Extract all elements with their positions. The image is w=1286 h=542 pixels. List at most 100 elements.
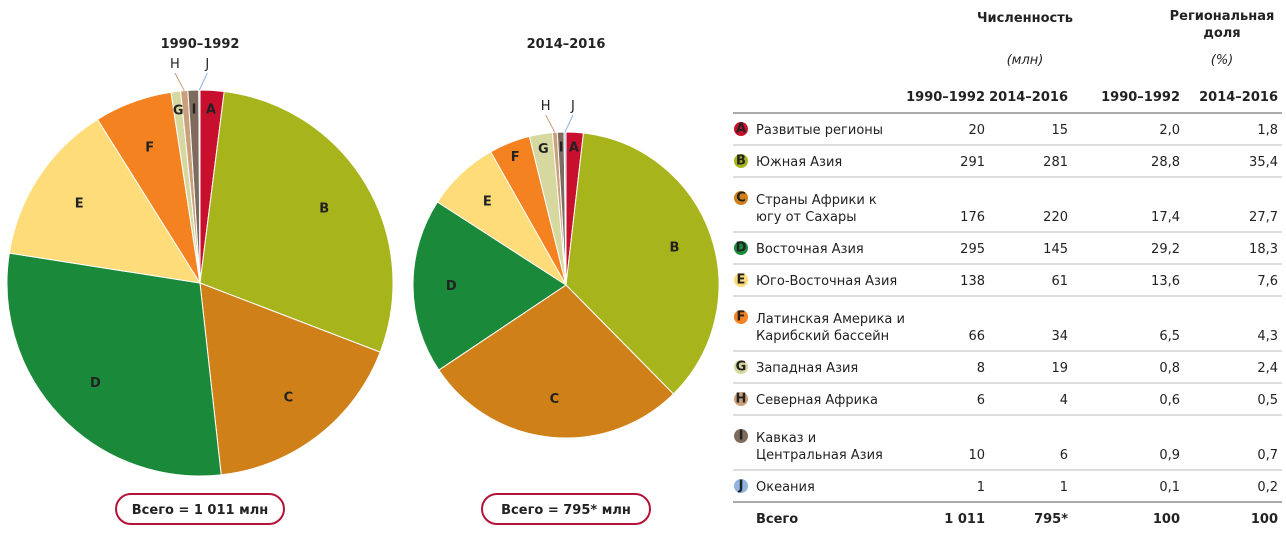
legend-marker xyxy=(734,429,748,443)
row-name: Латинская Америка и xyxy=(756,312,905,327)
header-count: Численность xyxy=(977,11,1073,26)
cell: 291 xyxy=(960,155,985,170)
pie-title: 2014–2016 xyxy=(527,37,606,52)
slice-label: A xyxy=(206,103,216,118)
legend-letter: A xyxy=(736,122,746,137)
legend-letter: D xyxy=(736,241,747,256)
total-label: Всего = 1 011 млн xyxy=(132,503,268,518)
cell: 6,5 xyxy=(1159,329,1180,344)
legend-letter: J xyxy=(738,479,744,494)
legend-letter: H xyxy=(736,392,747,407)
slice-label: I xyxy=(559,140,564,155)
cell: 1 011 xyxy=(944,512,985,527)
slice-label: B xyxy=(670,241,680,256)
cell: 295 xyxy=(960,242,985,257)
legend-marker xyxy=(734,191,748,205)
row-name: Кавказ и xyxy=(756,431,816,446)
cell: 27,7 xyxy=(1249,210,1278,225)
row-name: Всего xyxy=(756,512,798,527)
legend-letter: I xyxy=(739,429,744,444)
cell: 6 xyxy=(1060,448,1068,463)
cell: 795* xyxy=(1034,512,1068,527)
pie-slice xyxy=(8,118,202,284)
slice-label: G xyxy=(538,142,549,157)
pie-slice xyxy=(438,284,675,439)
slice-label: A xyxy=(569,141,579,156)
slice-label: F xyxy=(145,140,154,155)
cell: 220 xyxy=(1043,210,1068,225)
legend-letter: G xyxy=(736,360,747,375)
pie-slice xyxy=(412,201,567,371)
cell: 0,8 xyxy=(1159,361,1180,376)
row-name: Западная Азия xyxy=(756,361,858,376)
pie-slice xyxy=(199,282,381,476)
cell: 17,4 xyxy=(1151,210,1180,225)
slice-label: E xyxy=(75,196,84,211)
legend-marker xyxy=(734,392,748,406)
cell: 0,9 xyxy=(1159,448,1180,463)
cell: 10 xyxy=(968,448,985,463)
cell: 2,0 xyxy=(1159,123,1180,138)
cell: 6 xyxy=(977,393,985,408)
legend-letter: F xyxy=(737,310,746,325)
cell: 7,6 xyxy=(1257,274,1278,289)
header-period: 2014–2016 xyxy=(1199,90,1278,105)
cell: 18,3 xyxy=(1249,242,1278,257)
cell: 29,2 xyxy=(1151,242,1180,257)
slice-label: J xyxy=(204,57,209,72)
leader-line xyxy=(545,114,556,133)
pie-slice xyxy=(6,252,222,477)
header-share: Региональная xyxy=(1170,9,1275,24)
slice-label: D xyxy=(90,376,101,391)
legend-marker xyxy=(734,479,748,493)
cell: 100 xyxy=(1153,512,1180,527)
header-share-unit: (%) xyxy=(1211,53,1234,68)
slice-label: F xyxy=(511,150,520,165)
header-period: 1990–1992 xyxy=(906,90,985,105)
legend-marker xyxy=(734,310,748,324)
legend-marker xyxy=(734,154,748,168)
total-label: Всего = 795* млн xyxy=(501,503,631,518)
slice-label: I xyxy=(192,102,197,117)
cell: 0,1 xyxy=(1159,480,1180,495)
slice-label: J xyxy=(570,99,575,114)
row-name: Центральная Азия xyxy=(756,448,883,463)
legend-letter: C xyxy=(736,191,746,206)
cell: 1 xyxy=(1060,480,1068,495)
pie-slice xyxy=(198,89,201,284)
cell: 15 xyxy=(1051,123,1068,138)
slice-label: C xyxy=(550,392,560,407)
cell: 0,2 xyxy=(1257,480,1278,495)
legend-marker xyxy=(734,241,748,255)
legend-letter: E xyxy=(737,273,746,288)
header-count-unit: (млн) xyxy=(1007,53,1044,68)
cell: 0,5 xyxy=(1257,393,1278,408)
row-name: Развитые регионы xyxy=(756,123,883,138)
slice-label: H xyxy=(541,99,551,114)
pie-slice xyxy=(199,90,394,353)
legend-marker xyxy=(734,360,748,374)
total-box xyxy=(115,493,285,525)
row-name: Юго-Восточная Азия xyxy=(756,274,897,289)
slice-label: C xyxy=(284,391,294,406)
leader-line xyxy=(174,72,185,91)
cell: 4,3 xyxy=(1257,329,1278,344)
cell: 281 xyxy=(1043,155,1068,170)
cell: 1,8 xyxy=(1257,123,1278,138)
row-name: Океания xyxy=(756,480,815,495)
pie-slice xyxy=(565,132,720,395)
leader-line xyxy=(198,72,208,91)
row-name: Карибский бассейн xyxy=(756,329,889,344)
header-period: 1990–1992 xyxy=(1101,90,1180,105)
cell: 13,6 xyxy=(1151,274,1180,289)
legend-marker xyxy=(734,273,748,287)
cell: 0,6 xyxy=(1159,393,1180,408)
slice-label: D xyxy=(446,279,457,294)
cell: 20 xyxy=(968,123,985,138)
pie-title: 1990–1992 xyxy=(161,37,240,52)
row-name: Страны Африки к xyxy=(756,193,877,208)
cell: 2,4 xyxy=(1257,361,1278,376)
total-box xyxy=(481,493,651,525)
cell: 0,7 xyxy=(1257,448,1278,463)
cell: 1 xyxy=(977,480,985,495)
